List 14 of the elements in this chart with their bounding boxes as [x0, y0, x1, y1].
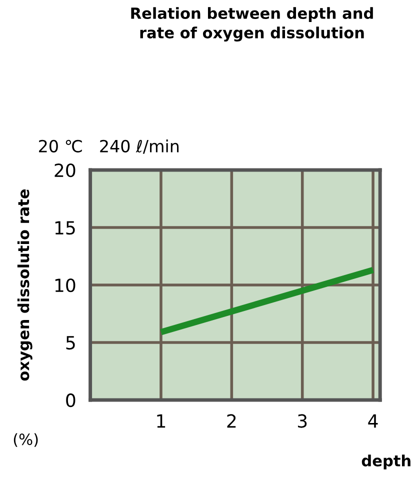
y-tick-label: 0 [66, 393, 76, 408]
x-tick-label: 2 [227, 414, 236, 428]
x-tick-label: 1 [157, 414, 166, 428]
text: (%) [14, 433, 38, 447]
y-axis-title: oxygen dissolutio rate [17, 189, 32, 381]
chart-subtitle: 20 ℃ 240 ℓ/min [39, 140, 179, 154]
x-tick-label: 3 [298, 414, 307, 428]
y-tick-label: 5 [66, 336, 75, 350]
x-tick-label: 4 [368, 414, 378, 428]
y-tick-label: 15 [55, 221, 75, 235]
y-tick-label: 20 [54, 164, 76, 178]
chart-title: Relation between depth and rate of oxygen dissolution [131, 7, 373, 42]
y-tick-label: 10 [55, 278, 76, 292]
x-axis-title: depth [362, 454, 410, 470]
